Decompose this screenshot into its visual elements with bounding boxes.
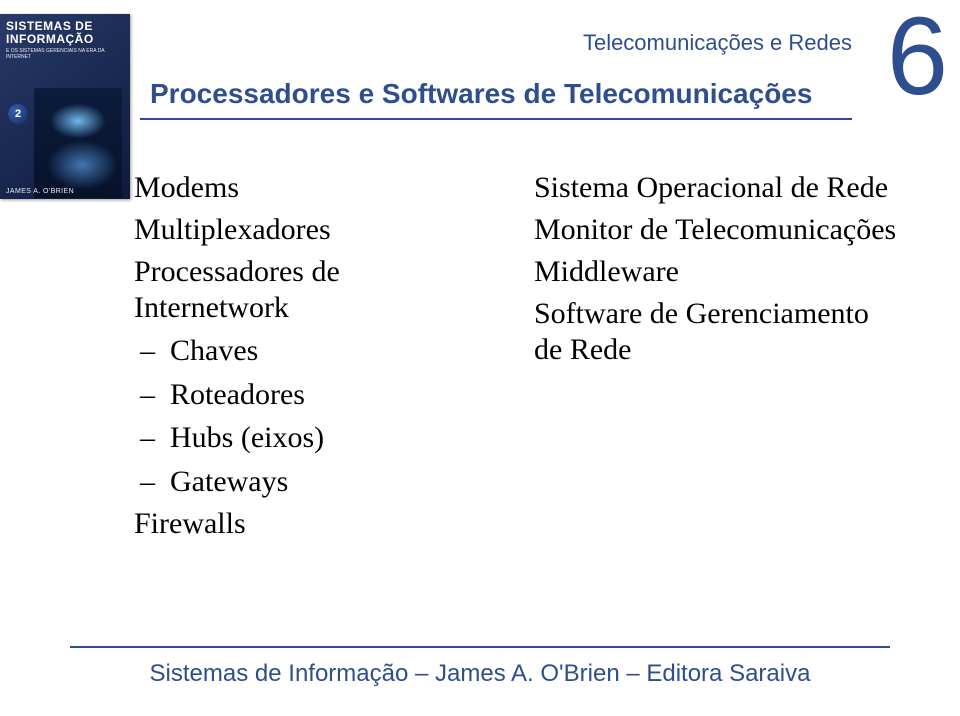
- bullet-text: Multiplexadores: [134, 212, 490, 248]
- sphere-bullet-icon: [100, 177, 122, 199]
- bullet-item: Sistema Operacional de Rede: [500, 170, 900, 206]
- bullet-text: Monitor de Telecomunicações: [534, 212, 900, 248]
- left-column: Modems Multiplexadores Processadores de …: [100, 170, 490, 548]
- bullet-item: Modems: [100, 170, 490, 206]
- sphere-bullet-icon: [100, 219, 122, 241]
- bullet-item: Multiplexadores: [100, 212, 490, 248]
- dash-bullet-icon: –: [140, 376, 156, 414]
- sphere-bullet-icon: [500, 177, 522, 199]
- sphere-bullet-icon: [500, 261, 522, 283]
- right-column: Sistema Operacional de Rede Monitor de T…: [500, 170, 900, 374]
- bullet-text: Firewalls: [134, 506, 490, 542]
- bullet-text: Chaves: [170, 332, 258, 370]
- dash-bullet-icon: –: [140, 419, 156, 457]
- sphere-bullet-icon: [100, 261, 122, 283]
- sub-bullet-item: – Gateways: [140, 463, 490, 501]
- slide-supertitle: Telecomunicações e Redes: [583, 30, 852, 56]
- footer-rule: [70, 646, 890, 648]
- bullet-item: Processadores de Internetwork: [100, 254, 490, 326]
- sub-bullet-item: – Roteadores: [140, 376, 490, 414]
- sub-bullet-item: – Chaves: [140, 332, 490, 370]
- sphere-bullet-icon: [500, 219, 522, 241]
- slide-title: Processadores e Softwares de Telecomunic…: [150, 78, 812, 110]
- chapter-number: 6: [887, 2, 948, 112]
- bullet-text: Middleware: [534, 254, 900, 290]
- bullet-text: Software de Gerenciamento de Rede: [534, 296, 900, 368]
- dash-bullet-icon: –: [140, 332, 156, 370]
- sub-bullet-item: – Hubs (eixos): [140, 419, 490, 457]
- sphere-bullet-icon: [100, 513, 122, 535]
- sphere-bullet-icon: [500, 303, 522, 325]
- bullet-text: Gateways: [170, 463, 288, 501]
- bullet-text: Sistema Operacional de Rede: [534, 170, 900, 206]
- footer-text: Sistemas de Informação – James A. O'Brie…: [0, 660, 960, 688]
- bullet-text: Modems: [134, 170, 490, 206]
- header-rule: [140, 118, 852, 120]
- cover-edition-badge: 2: [8, 104, 28, 124]
- cover-title-line2: INFORMAÇÃO: [6, 33, 124, 46]
- bullet-item: Firewalls: [100, 506, 490, 542]
- bullet-text: Processadores de Internetwork: [134, 254, 490, 326]
- slide: SISTEMAS DE INFORMAÇÃO E OS SISTEMAS GER…: [0, 0, 960, 716]
- cover-author: JAMES A. O'BRIEN: [6, 188, 74, 195]
- cover-subtitle: E OS SISTEMAS GERENCIAIS NA ERA DA INTER…: [6, 48, 124, 60]
- bullet-text: Roteadores: [170, 376, 305, 414]
- bullet-item: Monitor de Telecomunicações: [500, 212, 900, 248]
- bullet-item: Software de Gerenciamento de Rede: [500, 296, 900, 368]
- dash-bullet-icon: –: [140, 463, 156, 501]
- bullet-text: Hubs (eixos): [170, 419, 324, 457]
- bullet-item: Middleware: [500, 254, 900, 290]
